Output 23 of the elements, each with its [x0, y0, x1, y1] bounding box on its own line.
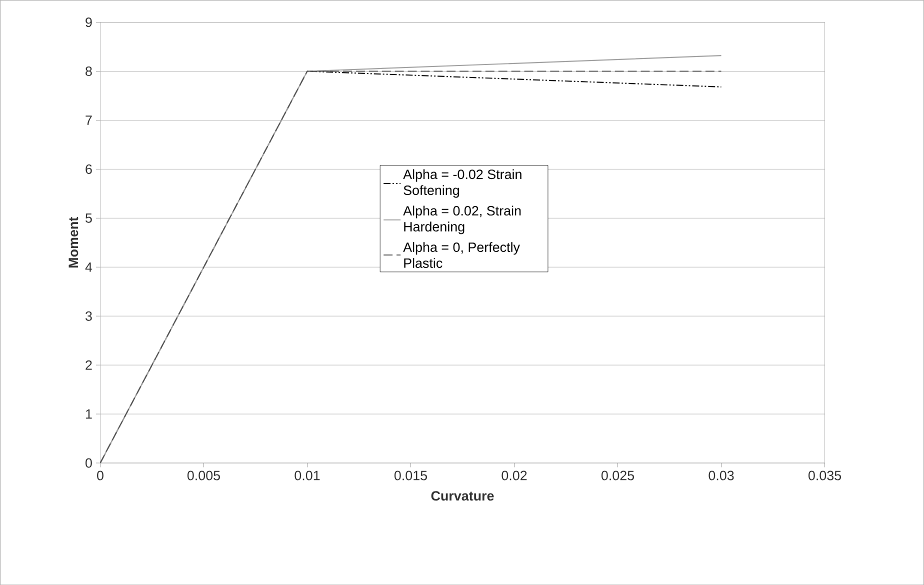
legend-label: Alpha = 0, Perfectly Plastic: [403, 242, 520, 268]
x-tick-label: 0: [97, 470, 104, 480]
y-tick-label: 5: [86, 213, 92, 223]
y-axis-title: Moment: [68, 216, 78, 268]
x-tick-label: 0.02: [502, 470, 527, 480]
x-tick-label: 0.035: [808, 470, 842, 480]
x-tick-label: 0.03: [708, 470, 734, 480]
y-tick-label: 0: [86, 458, 92, 468]
y-tick-label: 3: [86, 311, 92, 321]
y-tick-label: 2: [86, 360, 92, 370]
legend-label: Alpha = -0.02 Strain Softening: [403, 169, 522, 198]
y-tick-label: 1: [86, 409, 92, 419]
x-tick-label: 0.025: [601, 470, 634, 480]
x-tick-label: 0.005: [187, 470, 220, 480]
y-tick-label: 7: [86, 115, 92, 125]
x-tick-label: 0.01: [294, 470, 320, 480]
y-tick-label: 4: [85, 262, 92, 272]
x-tick-label: 0.015: [394, 470, 428, 480]
y-tick-label: 9: [86, 17, 92, 27]
y-tick-label: 6: [86, 164, 92, 174]
y-tick-label: 8: [86, 66, 92, 76]
legend-label: Alpha = 0.02, Strain Hardening: [403, 206, 521, 234]
x-axis-title: Curvature: [431, 491, 494, 501]
